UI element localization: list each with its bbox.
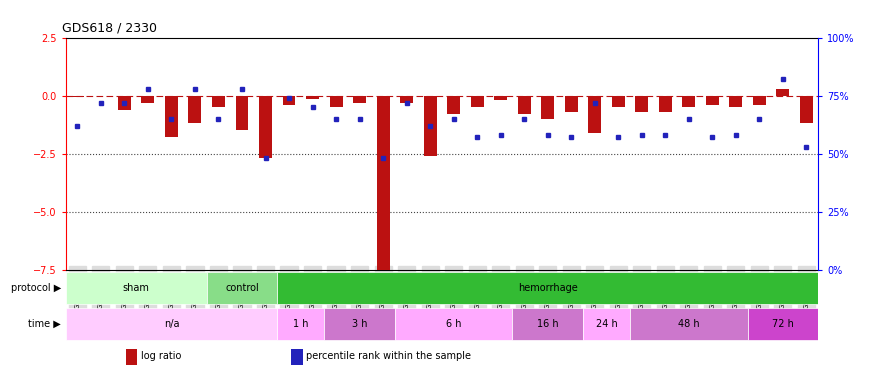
Bar [447,96,460,114]
Bar [188,96,201,123]
Bar [612,96,625,107]
Text: 72 h: 72 h [772,319,794,329]
Text: log ratio: log ratio [141,351,181,361]
Bar [747,308,818,340]
Text: time ▶: time ▶ [29,319,61,329]
Bar [277,308,325,340]
Bar [283,96,296,105]
Text: 48 h: 48 h [678,319,700,329]
Bar [395,308,513,340]
Bar [277,272,818,304]
Bar [259,96,272,158]
Bar [682,96,696,107]
Bar [66,272,206,304]
Text: sham: sham [123,283,150,293]
Bar [706,96,718,105]
Bar [291,349,303,365]
Bar [542,96,554,119]
Bar [325,308,395,340]
Bar [513,308,583,340]
Bar [71,96,84,97]
Text: 24 h: 24 h [596,319,618,329]
Bar [354,96,366,102]
Bar [400,96,413,102]
Bar [564,96,578,112]
Bar [635,96,648,112]
Text: GDS618 / 2330: GDS618 / 2330 [62,21,157,34]
Bar [518,96,530,114]
Text: percentile rank within the sample: percentile rank within the sample [306,351,472,361]
Bar [376,96,389,277]
Bar [206,272,277,304]
Bar [126,349,137,365]
Bar [306,96,319,99]
Bar [730,96,742,107]
Bar [588,96,601,133]
Text: 3 h: 3 h [352,319,367,329]
Text: hemorrhage: hemorrhage [518,283,578,293]
Bar [776,88,789,96]
Bar [118,96,131,109]
Text: protocol ▶: protocol ▶ [11,283,61,293]
Text: 6 h: 6 h [446,319,461,329]
Bar [800,96,813,123]
Bar [659,96,672,112]
Bar [212,96,225,107]
Bar [142,96,154,102]
Bar [494,96,507,100]
Bar [424,96,437,156]
Text: 1 h: 1 h [293,319,309,329]
Bar [165,96,178,137]
Bar [66,308,277,340]
Text: 16 h: 16 h [537,319,558,329]
Bar [330,96,342,107]
Text: control: control [225,283,259,293]
Bar [235,96,248,130]
Text: n/a: n/a [164,319,179,329]
Bar [583,308,630,340]
Bar [471,96,484,107]
Bar [752,96,766,105]
Bar [630,308,747,340]
